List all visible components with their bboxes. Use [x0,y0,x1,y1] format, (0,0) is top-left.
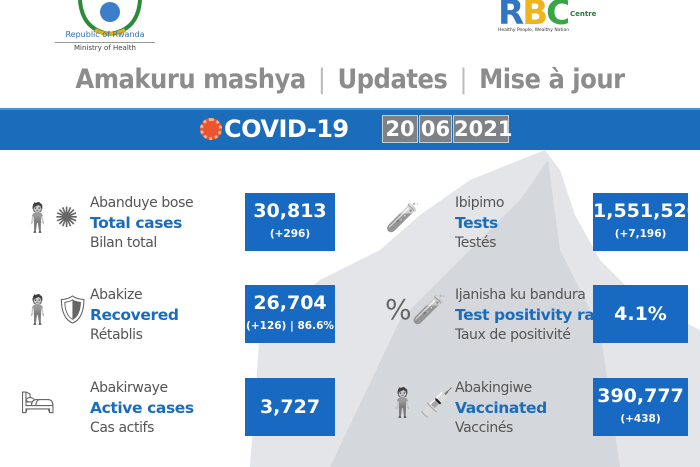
rbc-logo: RBC [498,0,568,26]
republic-of-rwanda-text: Republic of Rwanda [65,30,145,39]
stat-value-box: 3,727 [245,378,335,436]
patient-bed-icon: 🛏 [20,386,56,419]
person-virus-icon: 🧍✺ [20,201,79,234]
stat-label-en: Vaccinated [455,399,547,417]
covid-text: COVID-19 [224,115,349,143]
stat-label-en: Recovered [90,306,179,324]
stat-label-fr: Bilan total [90,235,157,251]
stat-label-rw: Abakirwaye [90,380,168,396]
stat-label-fr: Testés [455,235,497,251]
stat-label-en: Test positivity rate [455,306,612,324]
stat-label-rw: Abanduye bose [90,195,194,211]
stat-value: 3,727 [259,396,321,418]
page-title: Amakuru mashya | Updates | Mise à jour [75,64,625,95]
stat-value: 30,813 [253,200,327,222]
stat-value-box: 390,777 (+438) [593,378,688,436]
stat-label-en: Active cases [90,399,194,417]
stat-delta: (+296) [269,228,311,240]
stat-label-fr: Cas actifs [90,420,154,436]
stat-value-box: 30,813 (+296) [245,193,335,251]
percent-tubes-icon: %🧪 [385,293,447,326]
covid-label: COVID-19 [200,115,349,143]
date-day: 20 [382,115,418,143]
stat-label-en: Total cases [90,214,182,232]
stat-value: 390,777 [597,385,684,407]
stat-label-fr: Rétablis [90,327,143,343]
title-french: Mise à jour [479,64,625,95]
stat-label-en: Tests [455,214,498,232]
stat-value-box: 4.1% [593,285,688,343]
title-english: Updates [337,64,448,95]
stat-delta: (+438) [620,413,661,425]
stat-label-fr: Taux de positivité [455,327,571,343]
date-month: 06 [419,115,452,143]
stat-value: 1,551,520 [593,200,700,222]
stat-value-box: 26,704 (+126) | 86.6% [245,285,335,343]
date-year: 2021 [453,115,513,143]
stat-label-rw: Abakize [90,287,143,303]
test-tube-icon: 🧪 [385,201,420,234]
virus-icon [200,118,222,140]
stat-delta: (+126) | 86.6% [246,320,334,332]
stat-delta: (+7,196) [614,228,667,240]
ministry-of-health-text: Ministry of Health [55,42,155,52]
stat-value: 4.1% [614,303,667,325]
stat-value-box: 1,551,520 (+7,196) [593,193,700,251]
stat-label-fr: Vaccinés [455,420,513,436]
stat-label-rw: Ijanisha ku bandura [455,287,586,303]
person-syringe-icon: 🧍💉 [385,386,455,419]
person-shield-heart-icon: 🧍🛡 [20,293,91,326]
stat-label-rw: Abakingiwe [455,380,532,396]
stat-value: 26,704 [253,292,327,314]
rbc-centre-text: Centre [570,10,597,18]
covid-banner [0,108,700,150]
rbc-tagline: Healthy People, Wealthy Nation [498,28,570,33]
title-kinyarwanda: Amakuru mashya [75,64,306,95]
stat-label-rw: Ibipimo [455,195,505,211]
rwanda-emblem-logo [78,0,142,37]
